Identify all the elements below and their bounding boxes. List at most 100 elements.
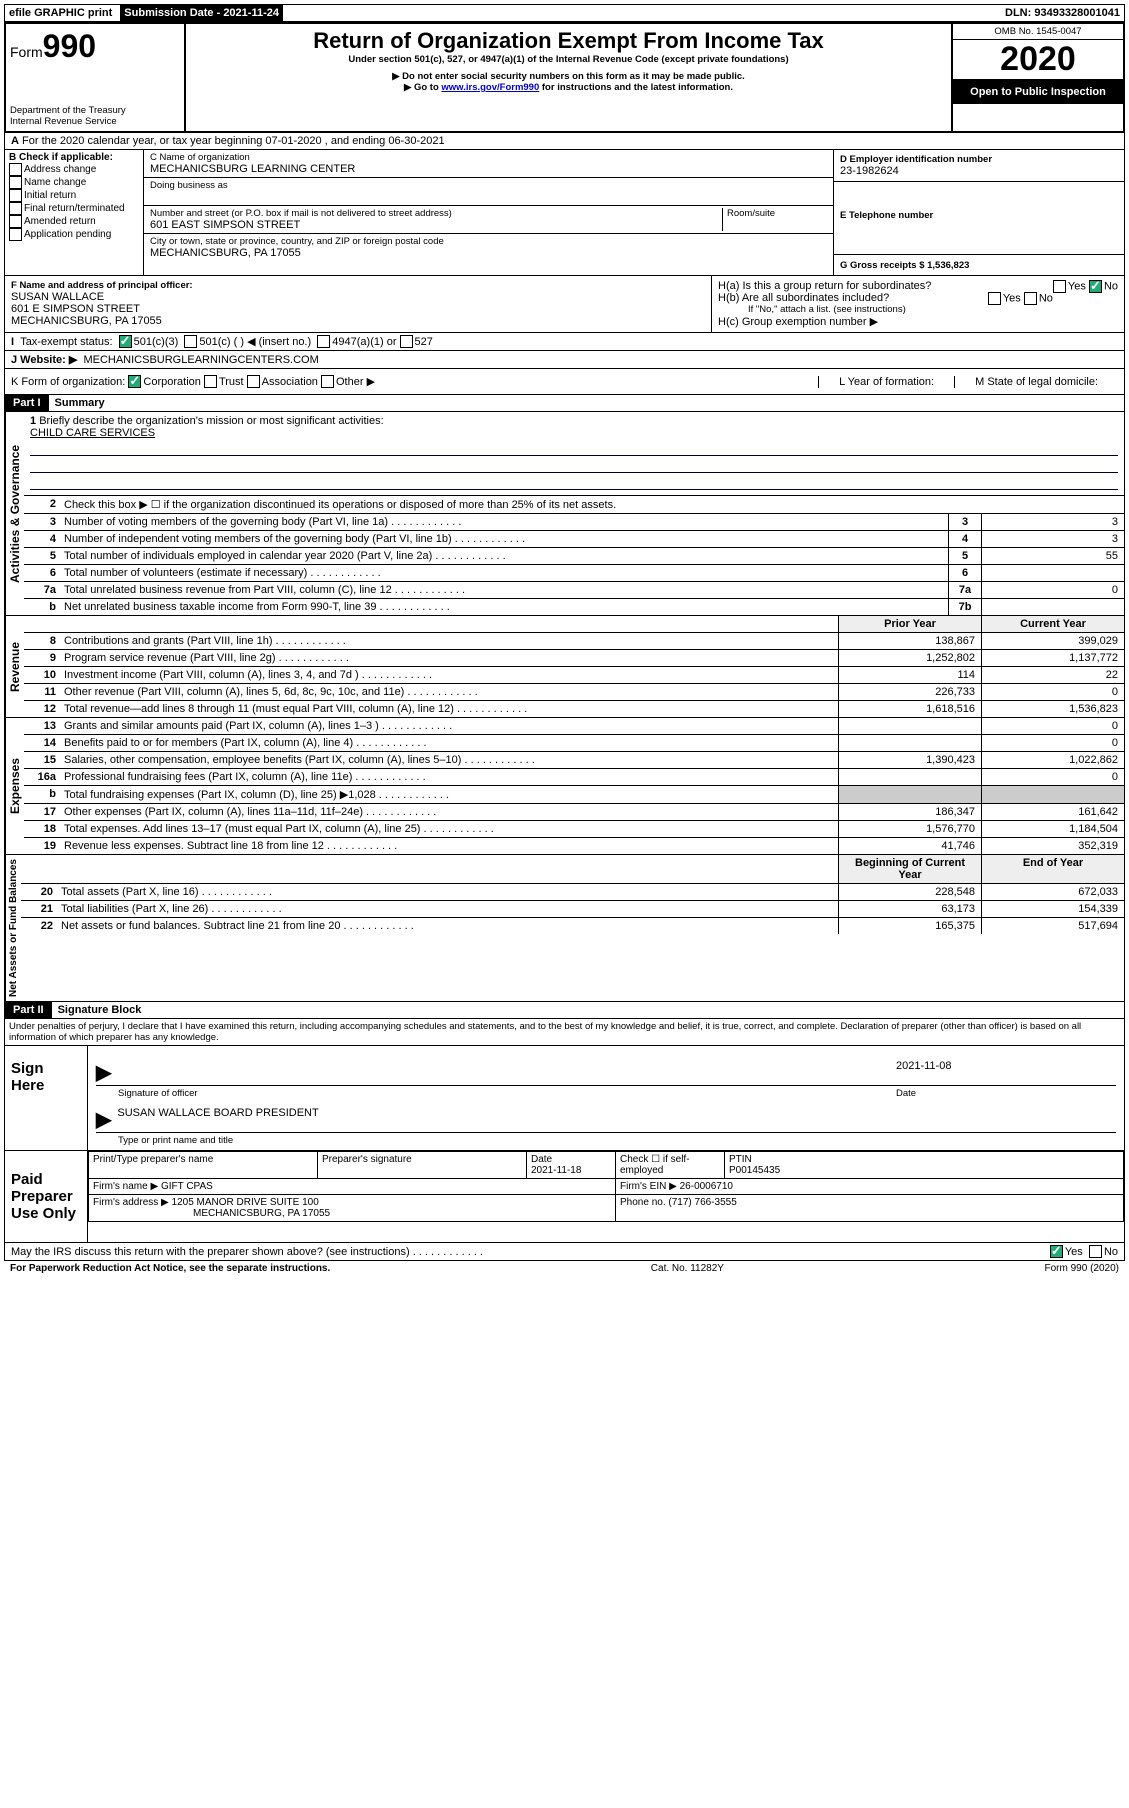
ha-no[interactable] [1089, 280, 1102, 293]
submission-date: Submission Date - 2021-11-24 [120, 5, 283, 21]
paid-preparer-block: Paid Preparer Use Only Print/Type prepar… [4, 1151, 1125, 1243]
section-netassets: Net Assets or Fund Balances Beginning of… [4, 855, 1125, 1002]
cb-amended[interactable]: Amended return [9, 215, 139, 228]
cb-final[interactable]: Final return/terminated [9, 202, 139, 215]
section-revenue: Revenue Prior Year Current Year 8Contrib… [4, 616, 1125, 718]
box-c-city: City or town, state or province, country… [144, 234, 833, 261]
discuss-no[interactable] [1089, 1245, 1102, 1258]
box-c-name: C Name of organization MECHANICSBURG LEA… [144, 150, 833, 178]
data-row: 21Total liabilities (Part X, line 26)63,… [21, 901, 1124, 918]
section-governance: Activities & Governance 1 Briefly descri… [4, 412, 1125, 616]
preparer-table: Print/Type preparer's name Preparer's si… [88, 1151, 1124, 1222]
data-row: bTotal fundraising expenses (Part IX, co… [24, 786, 1124, 804]
cb-corp[interactable] [128, 375, 141, 388]
section-fh: F Name and address of principal officer:… [4, 276, 1125, 333]
irs-link[interactable]: www.irs.gov/Form990 [441, 82, 539, 93]
data-row: 11Other revenue (Part VIII, column (A), … [24, 684, 1124, 701]
check-column-b: B Check if applicable: Address change Na… [5, 150, 144, 275]
officer-name: SUSAN WALLACE BOARD PRESIDENT [117, 1107, 318, 1132]
gov-row: 7aTotal unrelated business revenue from … [24, 582, 1124, 599]
data-row: 22Net assets or fund balances. Subtract … [21, 918, 1124, 934]
arrow-icon: ▶ [96, 1060, 111, 1085]
line-m: M State of legal domicile: [954, 376, 1118, 388]
box-h: H(a) Is this a group return for subordin… [712, 276, 1124, 332]
data-row: 10Investment income (Part VIII, column (… [24, 667, 1124, 684]
gov-row: 6Total number of volunteers (estimate if… [24, 565, 1124, 582]
cb-501c3[interactable] [119, 335, 132, 348]
hdr-end: End of Year [981, 855, 1124, 883]
gov-row: 5Total number of individuals employed in… [24, 548, 1124, 565]
dept-label: Department of the Treasury Internal Reve… [10, 105, 180, 127]
gov-row: 4Number of independent voting members of… [24, 531, 1124, 548]
sign-here-label: Sign Here [5, 1046, 88, 1150]
cb-trust[interactable] [204, 375, 217, 388]
paid-preparer-label: Paid Preparer Use Only [5, 1151, 88, 1242]
subtitle-3: ▶ Go to www.irs.gov/Form990 for instruct… [190, 82, 947, 93]
part1-header: Part I Summary [4, 395, 1125, 412]
box-c-addr: Number and street (or P.O. box if mail i… [144, 206, 833, 234]
page-footer: For Paperwork Reduction Act Notice, see … [4, 1261, 1125, 1276]
line-i: I Tax-exempt status: 501(c)(3) 501(c) ( … [4, 333, 1125, 351]
cb-527[interactable] [400, 335, 413, 348]
top-bar: efile GRAPHIC print Submission Date - 20… [4, 4, 1125, 22]
cb-501c[interactable] [184, 335, 197, 348]
box-c-dba: Doing business as [144, 178, 833, 206]
sign-date: 2021-11-08 [896, 1060, 1116, 1085]
data-row: 15Salaries, other compensation, employee… [24, 752, 1124, 769]
box-d: D Employer identification number 23-1982… [834, 150, 1124, 182]
gov-row: bNet unrelated business taxable income f… [24, 599, 1124, 615]
data-row: 17Other expenses (Part IX, column (A), l… [24, 804, 1124, 821]
data-row: 20Total assets (Part X, line 16)228,5486… [21, 884, 1124, 901]
cb-other[interactable] [321, 375, 334, 388]
omb: OMB No. 1545-0047 [953, 24, 1123, 40]
form-number: Form990 [10, 28, 180, 65]
cb-pending[interactable]: Application pending [9, 228, 139, 241]
part2-header: Part II Signature Block [4, 1002, 1125, 1019]
open-public: Open to Public Inspection [953, 80, 1123, 104]
hdr-prior-year: Prior Year [838, 616, 981, 632]
hdr-beginning: Beginning of Current Year [838, 855, 981, 883]
hb-no[interactable] [1024, 292, 1037, 305]
sign-here-block: Sign Here ▶ 2021-11-08 Signature of offi… [4, 1046, 1125, 1151]
data-row: 13Grants and similar amounts paid (Part … [24, 718, 1124, 735]
section-bcdeg: B Check if applicable: Address change Na… [4, 150, 1125, 276]
cb-assoc[interactable] [247, 375, 260, 388]
discuss-line: May the IRS discuss this return with the… [4, 1243, 1125, 1261]
box-e: E Telephone number [834, 206, 1124, 255]
tax-year: 2020 [953, 40, 1123, 80]
website-value: MECHANICSBURGLEARNINGCENTERS.COM [83, 354, 318, 366]
form-header: Form990 Department of the Treasury Inter… [4, 22, 1125, 133]
line-a: A For the 2020 calendar year, or tax yea… [4, 133, 1125, 150]
cb-4947[interactable] [317, 335, 330, 348]
v-label-net: Net Assets or Fund Balances [5, 855, 21, 1001]
hdr-current-year: Current Year [981, 616, 1124, 632]
ha-yes[interactable] [1053, 280, 1066, 293]
v-label-gov: Activities & Governance [5, 412, 24, 615]
perjury-text: Under penalties of perjury, I declare th… [4, 1019, 1125, 1046]
data-row: 12Total revenue—add lines 8 through 11 (… [24, 701, 1124, 717]
cb-name[interactable]: Name change [9, 176, 139, 189]
form-title: Return of Organization Exempt From Incom… [190, 28, 947, 54]
line-j: J Website: ▶ MECHANICSBURGLEARNINGCENTER… [4, 351, 1125, 369]
box-f: F Name and address of principal officer:… [5, 276, 712, 332]
data-row: 18Total expenses. Add lines 13–17 (must … [24, 821, 1124, 838]
data-row: 19Revenue less expenses. Subtract line 1… [24, 838, 1124, 854]
data-row: 14Benefits paid to or for members (Part … [24, 735, 1124, 752]
discuss-yes[interactable] [1050, 1245, 1063, 1258]
data-row: 8Contributions and grants (Part VIII, li… [24, 633, 1124, 650]
q1: 1 Briefly describe the organization's mi… [24, 412, 1124, 496]
efile-label[interactable]: efile GRAPHIC print [5, 5, 116, 21]
v-label-rev: Revenue [5, 616, 24, 717]
gov-row: 3Number of voting members of the governi… [24, 514, 1124, 531]
v-label-exp: Expenses [5, 718, 24, 854]
data-row: 9Program service revenue (Part VIII, lin… [24, 650, 1124, 667]
line-klm: K Form of organization: Corporation Trus… [4, 369, 1125, 395]
cb-address[interactable]: Address change [9, 163, 139, 176]
section-expenses: Expenses 13Grants and similar amounts pa… [4, 718, 1125, 855]
box-g: G Gross receipts $ 1,536,823 [834, 255, 1124, 275]
dln: DLN: 93493328001041 [1001, 5, 1124, 21]
hb-yes[interactable] [988, 292, 1001, 305]
arrow-icon: ▶ [96, 1107, 111, 1132]
cb-initial[interactable]: Initial return [9, 189, 139, 202]
gov-row: 2Check this box ▶ ☐ if the organization … [24, 496, 1124, 514]
